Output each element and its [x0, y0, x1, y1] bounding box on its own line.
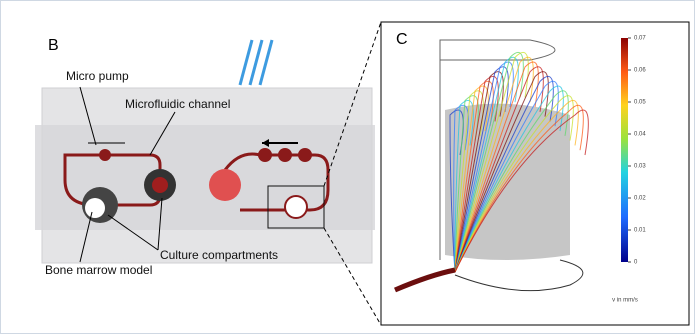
compartment [209, 169, 241, 201]
panel-c: C v in mm/s 00.010.020.030.040.050.060.0… [381, 22, 689, 325]
colorbar-tick-label: 0.06 [634, 68, 646, 74]
pump [99, 149, 111, 161]
annotation: Culture compartments [160, 248, 278, 262]
figure: B Micro pump Microfluidic channel Cultur… [0, 0, 695, 334]
colorbar-tick-label: 0.04 [634, 132, 646, 138]
colorbar-tick-label: 0.01 [634, 228, 646, 234]
annotation: Micro pump [66, 69, 129, 83]
panel-label: C [396, 31, 408, 48]
colorbar-title: v in mm/s [612, 298, 638, 304]
annotation: Microfluidic channel [125, 97, 230, 111]
colorbar-tick-label: 0.07 [634, 36, 646, 42]
colorbar-tick-label: 0.02 [634, 196, 646, 202]
annotation: Bone marrow model [45, 263, 152, 277]
colorbar-tick-label: 0.05 [634, 100, 646, 106]
colorbar [621, 38, 628, 262]
colorbar-tick-label: 0.03 [634, 164, 646, 170]
panel-label: B [48, 37, 59, 54]
